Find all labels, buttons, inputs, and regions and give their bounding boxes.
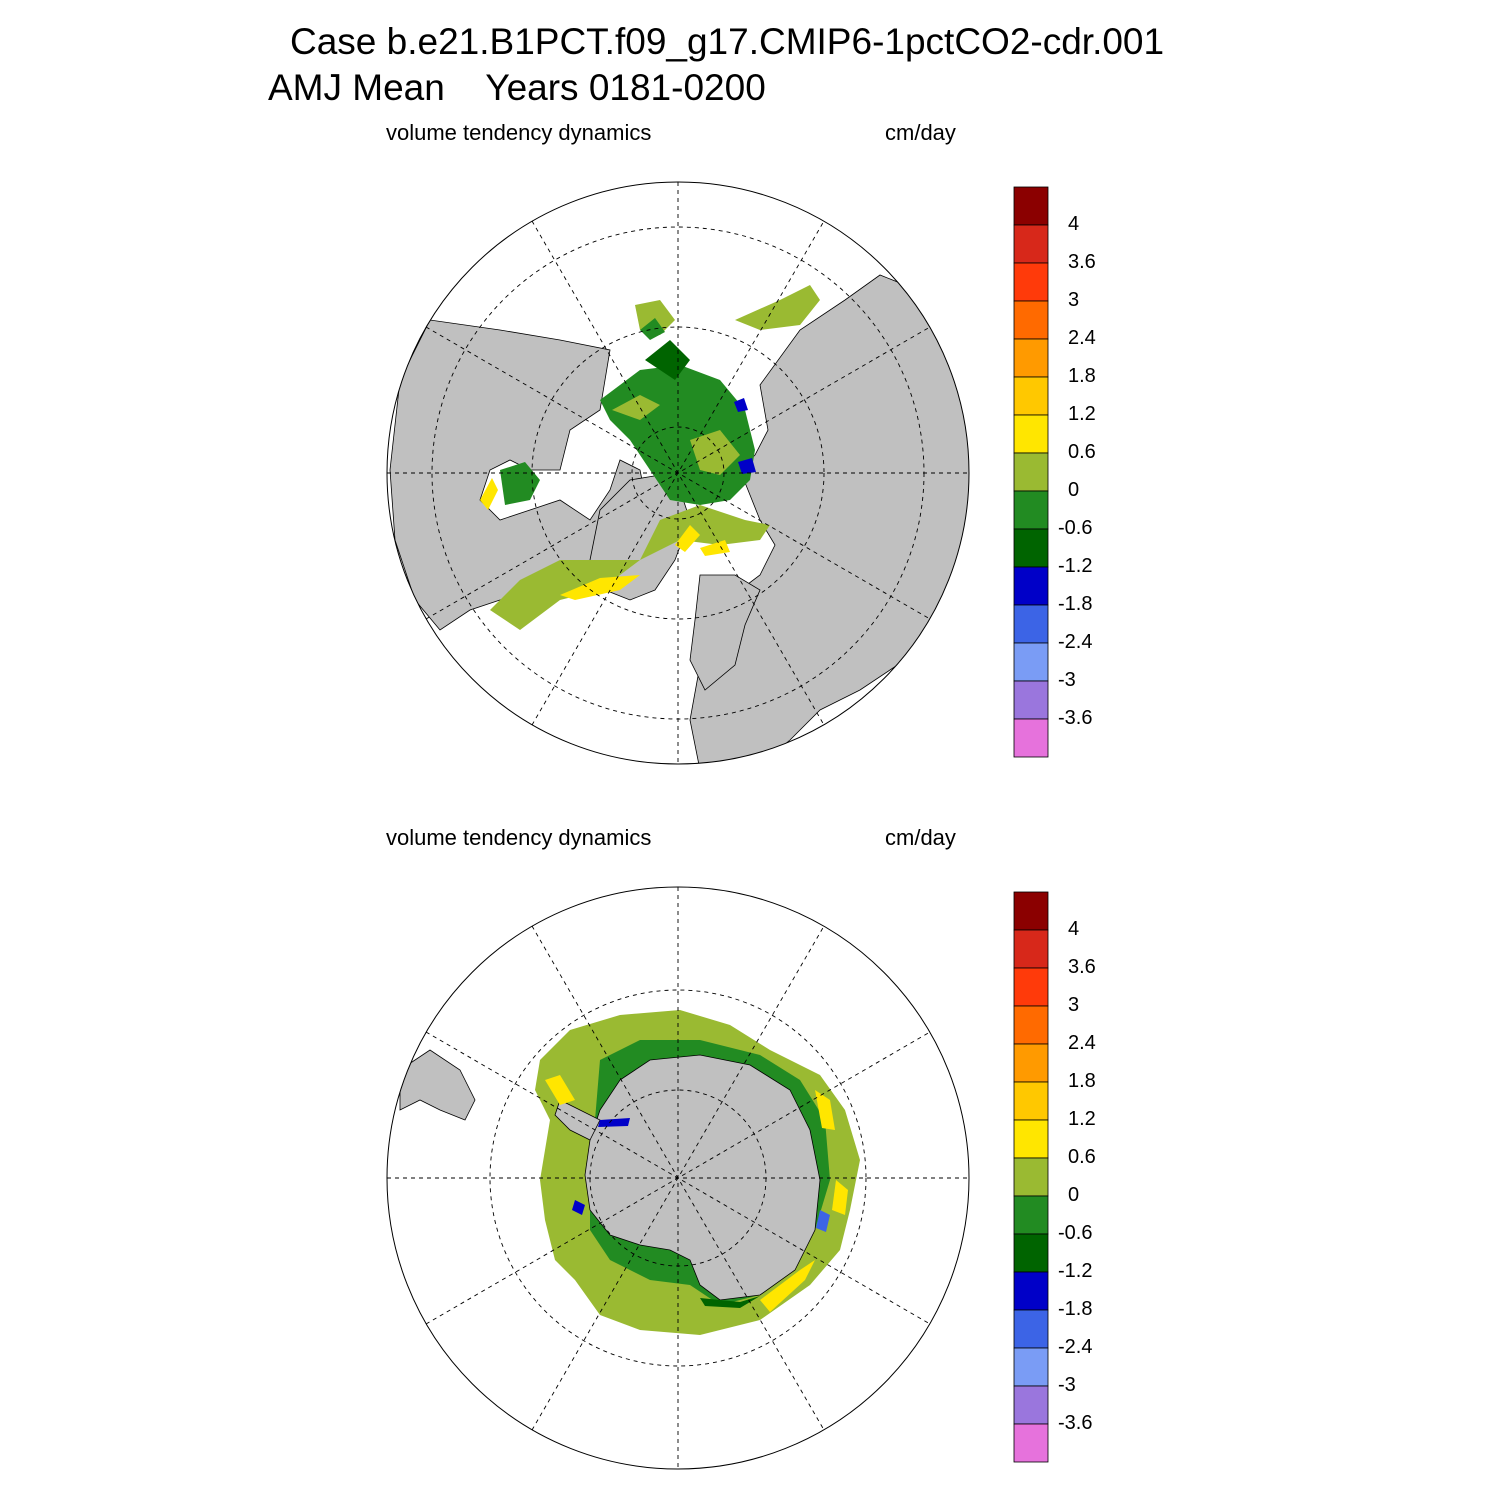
south-colorbar bbox=[1013, 891, 1049, 1463]
south-colorbar-tick-label: 3 bbox=[1068, 994, 1080, 1016]
north-colorbar-box bbox=[1013, 452, 1049, 492]
south-colorbar-box bbox=[1013, 967, 1049, 1007]
south-colorbar-tick-label: -1.2 bbox=[1058, 1260, 1093, 1282]
north-colorbar-box bbox=[1013, 414, 1049, 454]
north-colorbar-tick-label: -3.6 bbox=[1058, 707, 1093, 729]
north-colorbar-box bbox=[1013, 680, 1049, 720]
north-map-border bbox=[386, 181, 970, 765]
north-colorbar-box bbox=[1013, 566, 1049, 606]
north-colorbar-box bbox=[1013, 528, 1049, 568]
north-graticule bbox=[387, 182, 969, 764]
north-colorbar-tick-label: -3 bbox=[1058, 669, 1076, 691]
south-map-border bbox=[386, 886, 970, 1470]
south-colorbar-tick-label: 1.8 bbox=[1068, 1070, 1096, 1092]
south-colorbar-box bbox=[1013, 1043, 1049, 1083]
north-colorbar-box bbox=[1013, 604, 1049, 644]
north-colorbar-box bbox=[1013, 490, 1049, 530]
south-colorbar-tick-label: -3 bbox=[1058, 1374, 1076, 1396]
north-colorbar-box bbox=[1013, 262, 1049, 302]
north-colorbar-tick-label: 3 bbox=[1068, 289, 1080, 311]
south-colorbar-tick-label: -0.6 bbox=[1058, 1222, 1093, 1244]
north-colorbar-tick-label: -1.2 bbox=[1058, 555, 1093, 577]
south-land-south-america bbox=[399, 1049, 476, 1121]
north-colorbar-tick-label: 0 bbox=[1068, 479, 1080, 501]
south-colorbar-box bbox=[1013, 1309, 1049, 1349]
north-colorbar-tick-label: -2.4 bbox=[1058, 631, 1093, 653]
north-panel-variable-label: volume tendency dynamics bbox=[386, 120, 652, 145]
north-colorbar-box bbox=[1013, 718, 1049, 758]
south-colorbar-box bbox=[1013, 1233, 1049, 1273]
south-graticule bbox=[387, 887, 969, 1469]
north-colorbar-tick-label: 2.4 bbox=[1068, 327, 1096, 349]
south-colorbar-box bbox=[1013, 929, 1049, 969]
south-colorbar-box bbox=[1013, 1005, 1049, 1045]
north-colorbar-tick-label: 1.2 bbox=[1068, 403, 1096, 425]
north-colorbar-tick-label: 4 bbox=[1068, 213, 1080, 235]
north-colorbar-tick-label: 0.6 bbox=[1068, 441, 1096, 463]
south-colorbar-tick-label: 2.4 bbox=[1068, 1032, 1096, 1054]
south-colorbar-box bbox=[1013, 891, 1049, 931]
north-tendency-field bbox=[480, 285, 820, 630]
south-colorbar-box bbox=[1013, 1157, 1049, 1197]
south-colorbar-tick-label: 3.6 bbox=[1068, 956, 1096, 978]
north-colorbar-box bbox=[1013, 338, 1049, 378]
north-colorbar-box bbox=[1013, 186, 1049, 226]
south-colorbar-tick-label: 1.2 bbox=[1068, 1108, 1096, 1130]
north-colorbar-tick-label: -0.6 bbox=[1058, 517, 1093, 539]
north-colorbar-box bbox=[1013, 224, 1049, 264]
figure-title-line1: Case b.e21.B1PCT.f09_g17.CMIP6-1pctCO2-c… bbox=[290, 21, 1165, 62]
north-colorbar-tick-label: 3.6 bbox=[1068, 251, 1096, 273]
south-panel-units-label: cm/day bbox=[885, 825, 956, 850]
north-colorbar bbox=[1013, 186, 1049, 758]
south-colorbar-box bbox=[1013, 1119, 1049, 1159]
south-colorbar-box bbox=[1013, 1195, 1049, 1235]
south-colorbar-tick-label: 0 bbox=[1068, 1184, 1080, 1206]
south-colorbar-box bbox=[1013, 1347, 1049, 1387]
south-panel-variable-label: volume tendency dynamics bbox=[386, 825, 652, 850]
north-colorbar-box bbox=[1013, 300, 1049, 340]
south-colorbar-box bbox=[1013, 1081, 1049, 1121]
south-colorbar-tick-label: -3.6 bbox=[1058, 1412, 1093, 1434]
north-colorbar-tick-label: -1.8 bbox=[1058, 593, 1093, 615]
south-colorbar-tick-label: 0.6 bbox=[1068, 1146, 1096, 1168]
north-polar-map bbox=[386, 181, 970, 765]
north-colorbar-box bbox=[1013, 376, 1049, 416]
north-panel-units-label: cm/day bbox=[885, 120, 956, 145]
north-colorbar-tick-label: 1.8 bbox=[1068, 365, 1096, 387]
south-colorbar-tick-label: -1.8 bbox=[1058, 1298, 1093, 1320]
south-tendency-highlights bbox=[545, 1075, 848, 1312]
south-colorbar-tick-label: -2.4 bbox=[1058, 1336, 1093, 1358]
south-colorbar-tick-label: 4 bbox=[1068, 918, 1080, 940]
south-colorbar-box bbox=[1013, 1385, 1049, 1425]
figure-title-line2: AMJ Mean Years 0181-0200 bbox=[268, 67, 766, 108]
south-colorbar-box bbox=[1013, 1271, 1049, 1311]
north-colorbar-box bbox=[1013, 642, 1049, 682]
south-colorbar-box bbox=[1013, 1423, 1049, 1463]
south-polar-map bbox=[386, 886, 970, 1470]
